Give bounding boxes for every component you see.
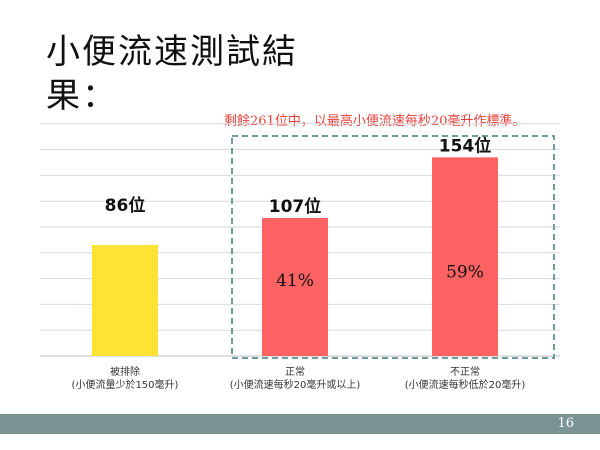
category-label: (小便流速每秒低於20毫升) xyxy=(405,378,526,391)
category-label: 被排除 xyxy=(110,365,140,378)
page-number: 16 xyxy=(557,416,574,431)
value-label: 107位 xyxy=(269,196,322,217)
category-label: (小便流量少於150毫升) xyxy=(72,378,179,391)
category-label: 正常 xyxy=(285,365,305,378)
category-label: (小便流速每秒20毫升或以上) xyxy=(230,378,361,391)
bar xyxy=(92,245,158,356)
percent-label: 59% xyxy=(446,262,484,282)
value-label: 86位 xyxy=(105,195,146,216)
bar xyxy=(262,217,328,356)
percent-label: 41% xyxy=(276,271,314,291)
criteria-note: 剩餘261位中，以最高小便流速每秒20毫升作標準。 xyxy=(224,114,526,129)
footer-bar: 16 xyxy=(0,414,600,434)
dashed-highlight-box xyxy=(231,135,555,359)
category-label: 不正常 xyxy=(450,365,480,378)
value-label: 154位 xyxy=(439,135,492,156)
bar xyxy=(432,157,498,356)
slide-title: 小便流速測試結果： xyxy=(46,32,298,116)
bars xyxy=(92,157,498,356)
